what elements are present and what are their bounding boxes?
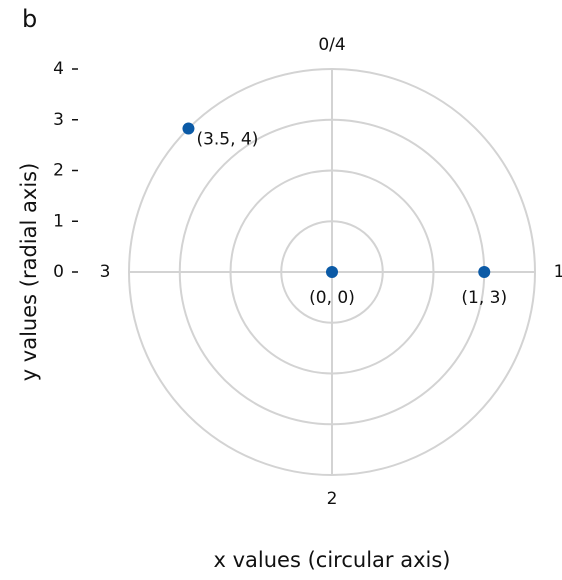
x-tick-label: 2: [327, 489, 338, 509]
panel-label: b: [22, 5, 37, 33]
x-tick-label: 3: [100, 262, 111, 282]
point-label: (3.5, 4): [196, 129, 258, 149]
point-label: (0, 0): [309, 288, 355, 308]
point: [478, 266, 491, 278]
y-tick-label: 4: [53, 59, 64, 79]
y-tick-label: 3: [53, 110, 64, 130]
point: [182, 122, 195, 135]
y-tick-label: 2: [53, 161, 64, 181]
x-axis-title: x values (circular axis): [214, 548, 451, 572]
x-tick-label: 1: [554, 262, 562, 282]
y-tick-label: 0: [53, 262, 64, 282]
y-axis-title: y values (radial axis): [17, 163, 41, 382]
point-label: (1, 3): [461, 288, 507, 308]
point: [326, 266, 338, 278]
y-tick-label: 1: [53, 211, 64, 231]
x-tick-label: 0/4: [318, 35, 345, 55]
